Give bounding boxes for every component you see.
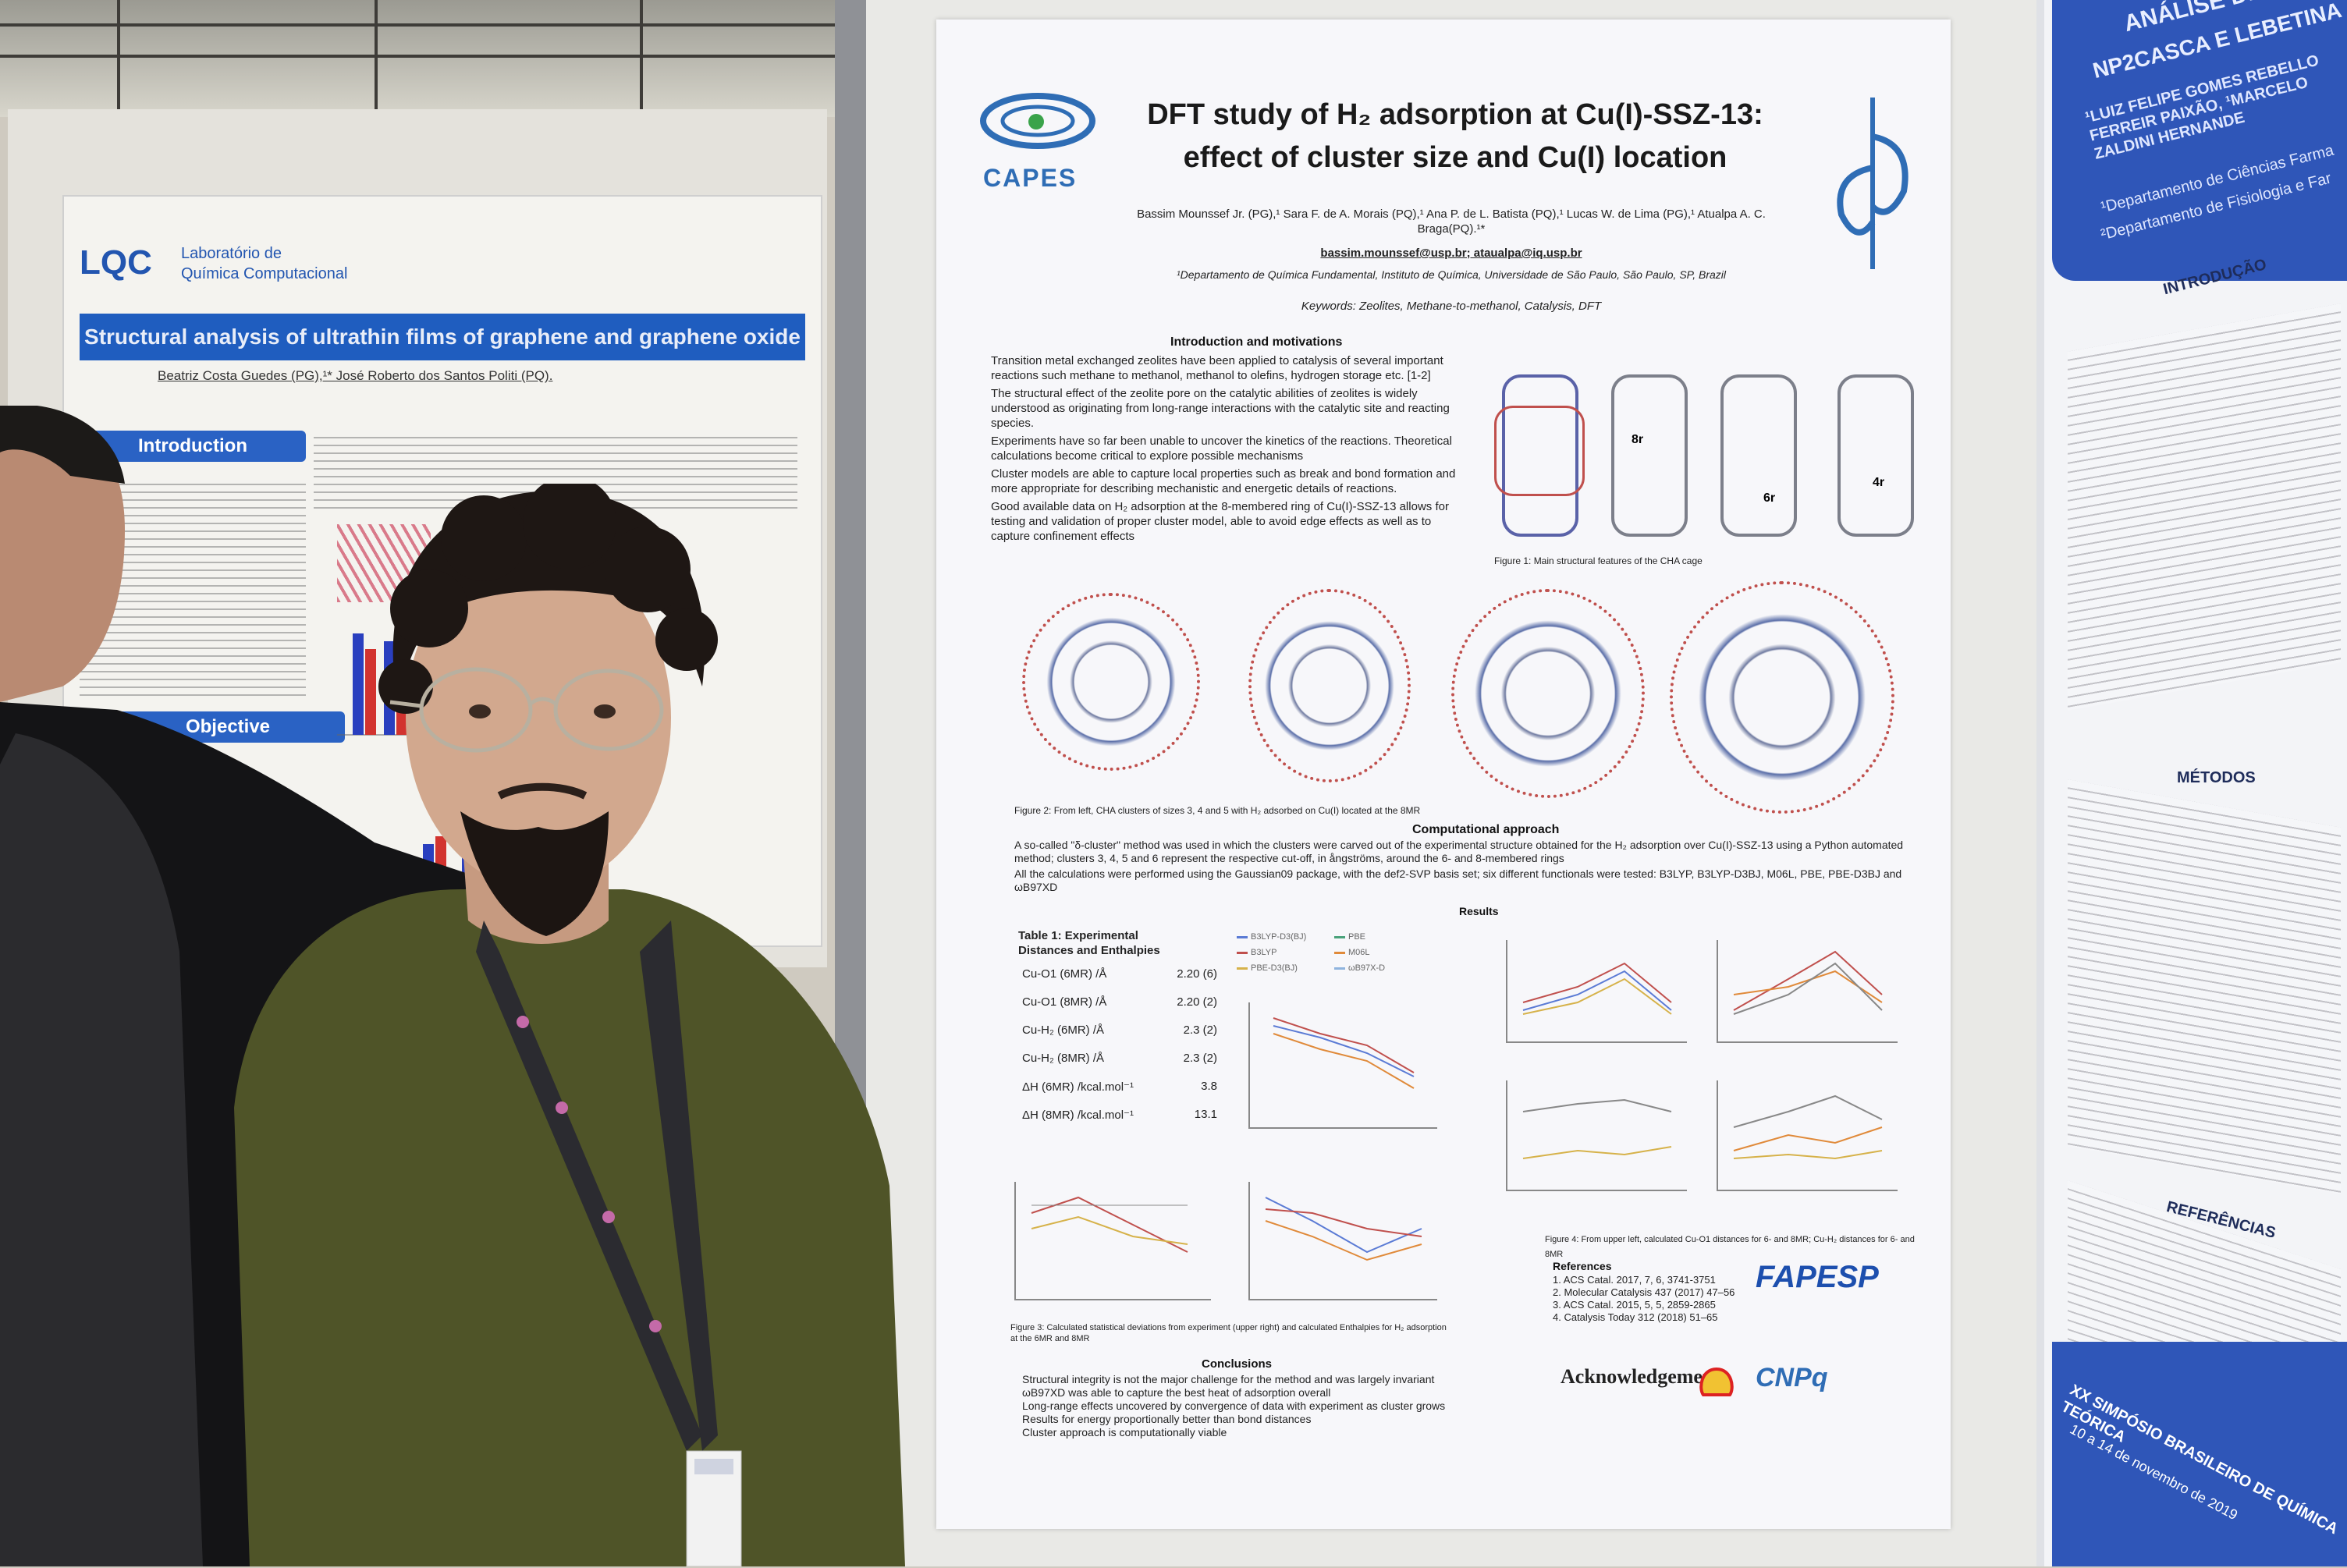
table-row: Cu-O1 (8MR) /Å 2.20 (2) (1022, 995, 1217, 1009)
poster-title-line2: effect of cluster size and Cu(I) locatio… (1183, 141, 1727, 174)
label-8r: 8r (1632, 433, 1644, 446)
legend-item: PBE-D3(BJ) (1237, 963, 1334, 973)
references-list: 1. ACS Catal. 2017, 7, 6, 3741-3751 2. M… (1553, 1274, 1787, 1324)
table-row: Cu-H₂ (8MR) /Å 2.3 (2) (1022, 1052, 1217, 1065)
intro-bullet: Cluster models are able to capture local… (991, 467, 1456, 495)
beard (460, 811, 609, 936)
cluster-size-4 (1248, 589, 1411, 782)
main-poster: CAPES DFT study of H₂ adsorption at Cu(I… (936, 20, 1951, 1529)
reference-item: 1. ACS Catal. 2017, 7, 6, 3741-3751 (1553, 1274, 1716, 1286)
lqc-logo: LQC (80, 243, 152, 282)
figure4-caption: Figure 4: From upper left, calculated Cu… (1545, 1235, 1915, 1259)
right-poster: ANÁLISE DE NP2CASCA E LEBETINA ¹LUIZ FEL… (2044, 0, 2347, 1566)
right-metodos-heading: MÉTODOS (2177, 769, 2256, 786)
right-event-banner (2052, 1342, 2347, 1566)
intro-bullets: Transition metal exchanged zeolites have… (991, 353, 1459, 544)
figure2-caption: Figure 2: From left, CHA clusters of siz… (1014, 805, 1421, 816)
comp-bullets: A so-called "δ-cluster" method was used … (1014, 839, 1912, 894)
cu-o1-8mr-chart (1717, 940, 1898, 1043)
figure3-caption: Figure 3: Calculated statistical deviati… (1010, 1323, 1447, 1343)
fapesp-logo: FAPESP (1756, 1260, 1879, 1294)
cluster-size-6 (1670, 581, 1894, 814)
cu-h2-6mr-chart (1506, 1080, 1687, 1191)
conclusion-item: Results for energy proportionally better… (1022, 1413, 1312, 1425)
poster-title-line1: DFT study of H₂ adsorption at Cu(I)-SSZ-… (1147, 98, 1763, 131)
poster-affiliation: ¹Departamento de Química Fundamental, In… (1176, 268, 1726, 281)
references-heading: References (1553, 1260, 1612, 1272)
figure1-caption: Figure 1: Main structural features of th… (1494, 555, 1703, 566)
table1: Cu-O1 (6MR) /Å 2.20 (6) Cu-O1 (8MR) /Å 2.2… (1022, 967, 1217, 1136)
ceiling-background (0, 0, 850, 117)
lab-name-line2: Química Computacional (181, 265, 348, 282)
intro-heading: Introduction and motivations (1170, 335, 1343, 349)
table-row: Cu-H₂ (6MR) /Å 2.3 (2) (1022, 1023, 1217, 1037)
enthalpy-chart-8mr (1248, 1182, 1437, 1300)
conclusion-item: Long-range effects uncovered by converge… (1022, 1399, 1446, 1412)
legend-item: PBE (1334, 932, 1432, 942)
lanyard (476, 921, 702, 1451)
left-poster-title: Structural analysis of ultrathin films o… (80, 314, 805, 360)
poster-emails: bassim.mounssef@usp.br; ataualpa@iq.usp.… (1320, 247, 1582, 260)
institute-logo-icon (1837, 98, 1908, 269)
olive-shirt (234, 889, 905, 1566)
comp-heading: Computational approach (1412, 823, 1560, 836)
left-poster-authors: Beatriz Costa Guedes (PG),¹* José Robert… (158, 368, 553, 383)
intro-bullet: Good available data on H₂ adsorption at … (991, 500, 1449, 543)
capes-logo-icon (980, 93, 1095, 149)
figure1-cages: 8r 6r 4r (1486, 359, 1923, 554)
conclusions-heading: Conclusions (1202, 1357, 1273, 1371)
conclusion-item: Structural integrity is not the major ch… (1022, 1373, 1435, 1385)
face (406, 546, 671, 889)
cluster-size-3 (1022, 593, 1200, 771)
left-section-introduction: Introduction (80, 431, 306, 462)
chart-legend: B3LYP-D3(BJ) PBE B3LYP M06L PBE-D3(BJ) ω… (1237, 932, 1432, 973)
shell-logo-icon (1699, 1367, 1734, 1396)
cluster-size-5 (1451, 589, 1645, 798)
right-metodos-text (2068, 779, 2341, 1194)
table-row: Cu-O1 (6MR) /Å 2.20 (6) (1022, 967, 1217, 981)
presenter-person (234, 484, 905, 1566)
capes-label: CAPES (983, 164, 1078, 192)
table-row: ΔH (6MR) /kcal.mol⁻¹ 3.8 (1022, 1080, 1217, 1094)
poster-keywords: Keywords: Zeolites, Methane-to-methanol,… (1301, 300, 1602, 313)
legend-item: ωB97X-D (1334, 963, 1432, 973)
conclusion-item: Cluster approach is computationally viab… (1022, 1426, 1227, 1439)
reference-item: 3. ACS Catal. 2015, 5, 5, 2859-2865 (1553, 1299, 1716, 1311)
reference-item: 2. Molecular Catalysis 437 (2017) 47–56 (1553, 1286, 1735, 1298)
cu-o1-6mr-chart (1506, 940, 1687, 1043)
enthalpy-chart-6mr (1014, 1182, 1211, 1300)
intro-bullet: Transition metal exchanged zeolites have… (991, 354, 1443, 382)
right-poster-header (2052, 0, 2347, 281)
comp-bullet: A so-called "δ-cluster" method was used … (1014, 839, 1904, 864)
conclusions-list: Structural integrity is not the major ch… (1022, 1373, 1529, 1439)
intro-bullet: The structural effect of the zeolite por… (991, 387, 1450, 430)
cu-h2-8mr-chart (1717, 1080, 1898, 1191)
conclusion-item: ωB97XD was able to capture the best heat… (1022, 1386, 1331, 1399)
poster-authors: Bassim Mounssef Jr. (PG),¹ Sara F. de A.… (1137, 208, 1766, 236)
glasses-icon (389, 667, 664, 753)
cnpq-logo: CNPq (1756, 1363, 1828, 1392)
intro-bullet: Experiments have so far been unable to u… (991, 435, 1452, 463)
label-6r: 6r (1763, 491, 1776, 505)
table1-title: Table 1: Experimental Distances and Enth… (1018, 929, 1160, 957)
legend-item: B3LYP (1237, 948, 1334, 957)
right-intro-text (2068, 303, 2341, 711)
table-row: ΔH (8MR) /kcal.mol⁻¹ 13.1 (1022, 1108, 1217, 1122)
label-4r: 4r (1873, 476, 1885, 489)
legend-item: B3LYP-D3(BJ) (1237, 932, 1334, 942)
comp-bullet: All the calculations were performed usin… (1014, 867, 1902, 893)
legend-item: M06L (1334, 948, 1432, 957)
reference-item: 4. Catalysis Today 312 (2018) 51–65 (1553, 1311, 1718, 1323)
lab-name-line1: Laboratório de (181, 245, 282, 262)
results-heading: Results (1459, 905, 1499, 917)
deviation-chart (1248, 1002, 1437, 1129)
